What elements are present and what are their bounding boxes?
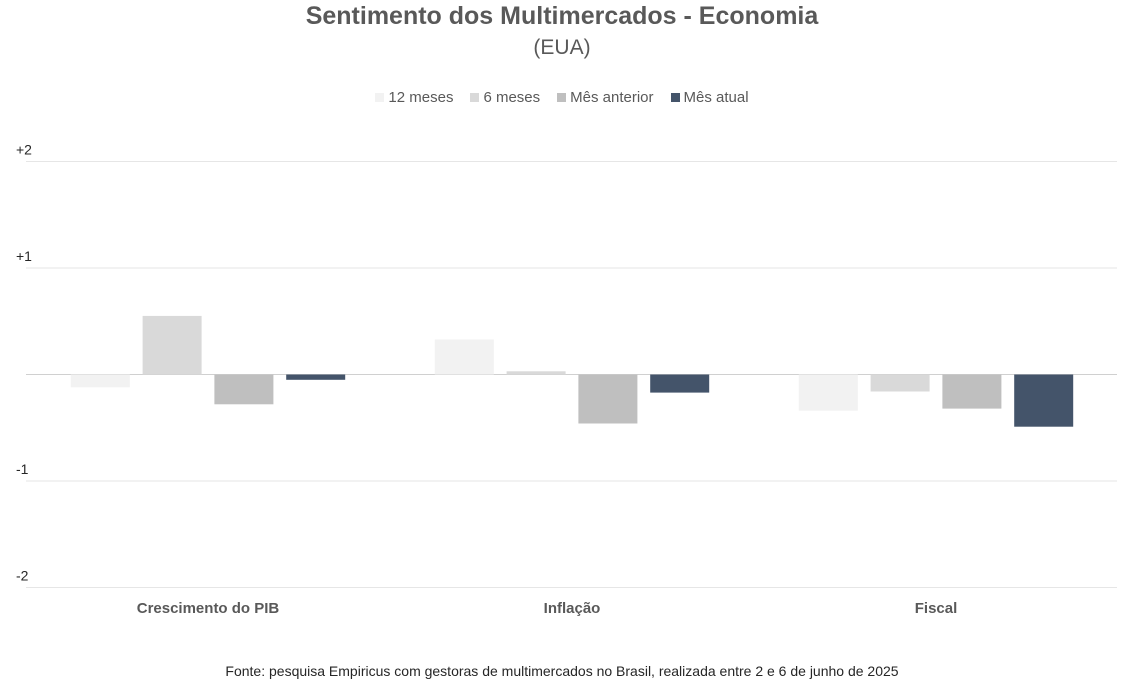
legend-item: Mês anterior — [557, 89, 654, 106]
x-category-label: Fiscal — [915, 600, 958, 617]
legend-item: Mês atual — [670, 89, 749, 106]
bar — [70, 374, 130, 388]
legend-item: 6 meses — [470, 89, 540, 106]
y-tick-label: +2 — [16, 142, 32, 158]
legend-swatch — [470, 93, 480, 102]
bar — [942, 374, 1002, 409]
bar — [434, 339, 494, 375]
legend-label: 12 meses — [388, 89, 454, 106]
y-tick-label: +1 — [16, 248, 32, 264]
chart-title: Sentimento dos Multimercados - Economia — [305, 2, 819, 30]
legend-swatch — [375, 93, 385, 102]
bar — [650, 374, 710, 393]
bar — [870, 374, 930, 392]
bar — [506, 371, 566, 375]
chart-subtitle: (EUA) — [533, 36, 591, 59]
bar — [214, 374, 274, 405]
bar — [578, 374, 638, 424]
legend-item: 12 meses — [375, 89, 453, 106]
x-category-label: Crescimento do PIB — [137, 600, 280, 617]
y-tick-label: -1 — [16, 461, 29, 477]
legend-label: Mês atual — [683, 89, 749, 106]
bar — [1014, 374, 1074, 427]
source-note: Fonte: pesquisa Empiricus com gestoras d… — [225, 663, 899, 679]
legend-swatch — [557, 93, 567, 102]
legend: 12 meses 6 meses Mês anterior Mês atual — [0, 89, 1124, 106]
bar — [142, 315, 202, 375]
legend-label: 6 meses — [483, 89, 541, 106]
bar — [798, 374, 858, 411]
bar — [286, 374, 346, 380]
y-tick-label: -2 — [16, 568, 29, 584]
legend-swatch — [670, 93, 680, 102]
legend-label: Mês anterior — [570, 89, 654, 106]
x-category-label: Inflação — [544, 600, 601, 617]
